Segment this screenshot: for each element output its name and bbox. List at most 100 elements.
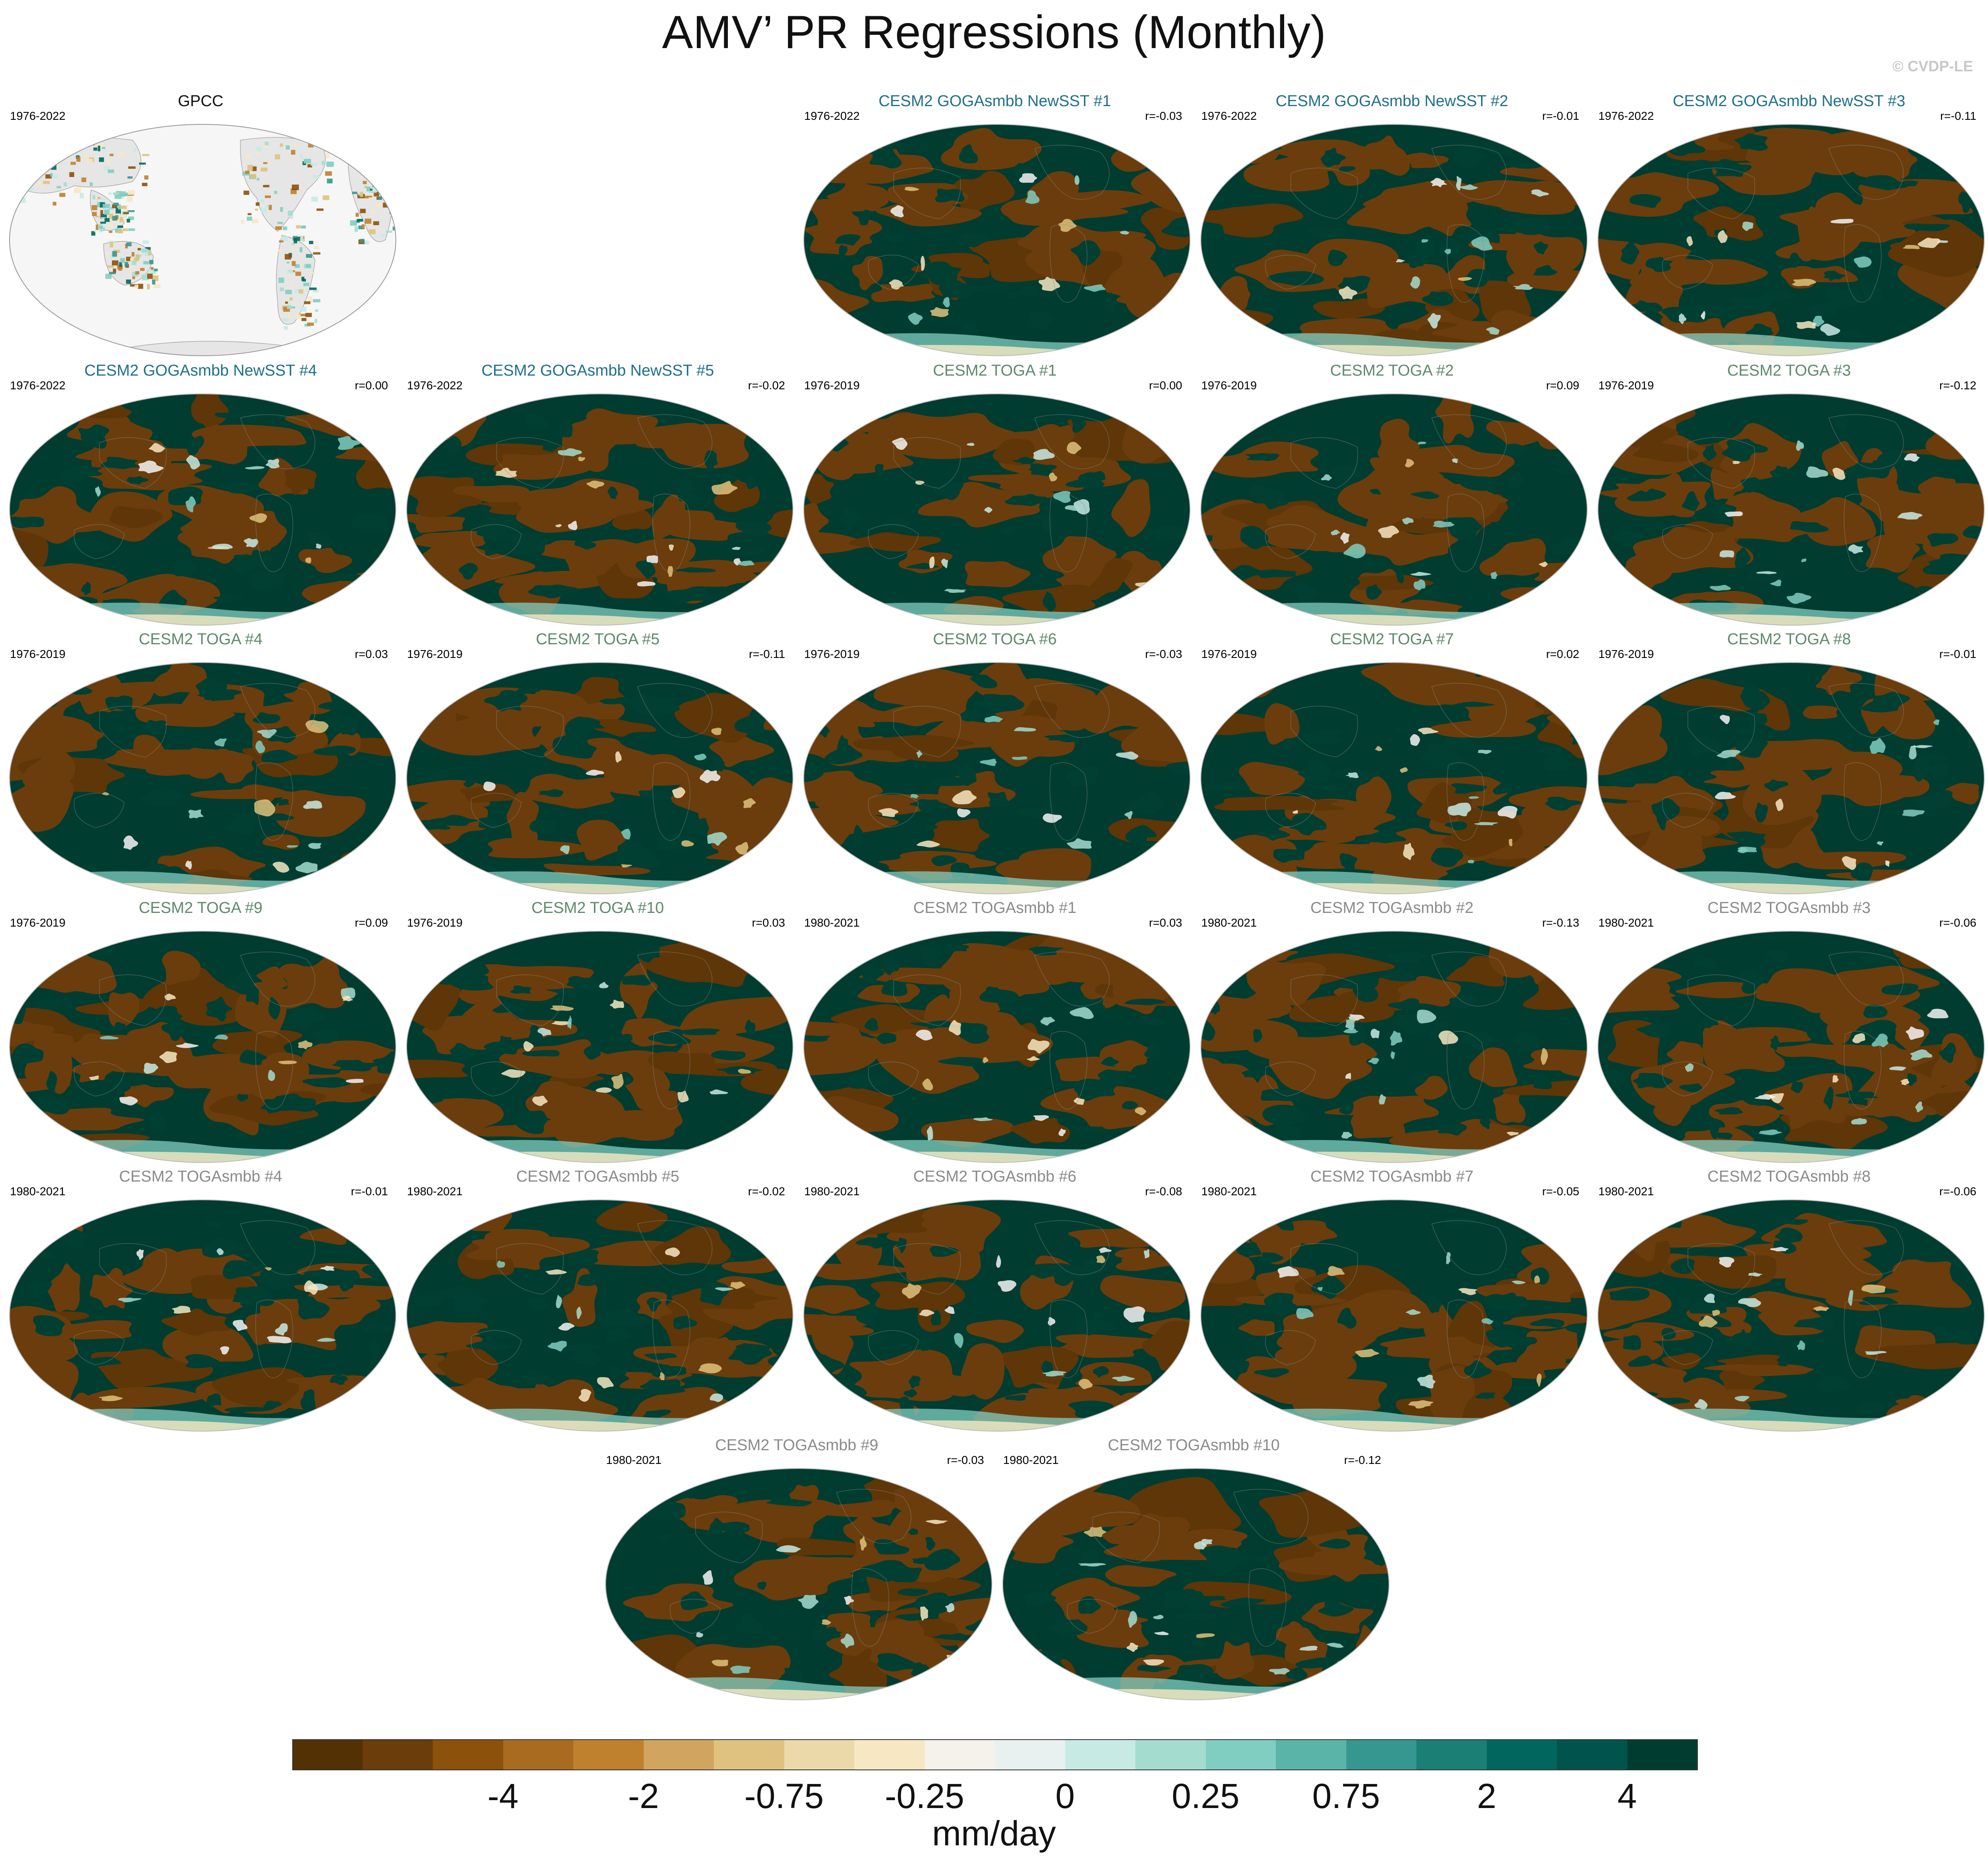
panel-period: 1976-2019 [804,379,860,392]
observed-precip-map [9,124,396,356]
map-panel: CESM2 GOGAsmbb NewSST #2 1976-2022 r=-0.01 [1195,91,1588,357]
model-precip-map [9,931,396,1163]
panel-correlation: r=-0.12 [1939,379,1977,392]
colorbar-tick-label: 0 [1055,1777,1075,1815]
colorbar-box [1416,1739,1487,1770]
colorbar-units: mm/day [932,1814,1056,1853]
map-panel: CESM2 TOGA #8 1976-2019 r=-0.01 [1593,629,1986,895]
panel-correlation: r=0.03 [354,648,388,660]
panel-title: CESM2 GOGAsmbb NewSST #1 [878,92,1111,110]
panel-period: 1976-2019 [10,648,65,660]
map-panel: CESM2 TOGAsmbb #9 1980-2021 r=-0.03 [600,1435,993,1701]
colorbar-box [1205,1739,1276,1770]
panel-title: CESM2 GOGAsmbb NewSST #2 [1275,92,1508,110]
panel-title: CESM2 TOGA #1 [933,362,1057,379]
panel-correlation: r=0.03 [752,916,785,929]
model-precip-map [9,662,396,894]
panel-title: CESM2 TOGA #4 [138,631,263,648]
model-precip-map [1002,1468,1389,1700]
panel-correlation: r=-0.05 [1542,1185,1580,1198]
panel-title: CESM2 TOGA #3 [1727,362,1851,379]
panel-title: CESM2 GOGAsmbb NewSST #5 [481,362,714,379]
panel-title: CESM2 TOGAsmbb #5 [516,1168,679,1185]
map-panel: CESM2 GOGAsmbb NewSST #4 1976-2022 r=0.00 [4,361,397,626]
panel-correlation: r=-0.06 [1939,1185,1977,1198]
model-precip-map [1200,662,1588,894]
model-precip-map [406,1199,793,1432]
panel-title: CESM2 TOGAsmbb #10 [1108,1437,1280,1454]
model-precip-map [1200,124,1588,356]
panel-period: 1976-2019 [407,648,463,660]
panel-title: CESM2 TOGAsmbb #6 [913,1168,1076,1185]
map-panel: GPCC 1976-2022 [4,91,397,357]
map-panel: CESM2 GOGAsmbb NewSST #1 1976-2022 r=-0.03 [798,91,1191,357]
panel-correlation: r=0.00 [1149,379,1182,392]
panel-correlation: r=0.09 [354,916,388,929]
map-panel: CESM2 TOGAsmbb #1 1980-2021 r=0.03 [798,898,1191,1163]
panel-correlation: r=-0.01 [351,1185,388,1198]
model-precip-map [803,393,1190,626]
panel-period: 1976-2019 [407,916,463,929]
panel-period: 1976-2022 [10,379,65,392]
panel-correlation: r=-0.08 [1145,1185,1183,1198]
panel-title: CESM2 TOGAsmbb #3 [1707,899,1871,917]
colorbar-box [1557,1739,1627,1770]
map-panel: CESM2 TOGAsmbb #7 1980-2021 r=-0.05 [1195,1167,1588,1432]
panel-period: 1976-2019 [10,916,65,929]
panel-correlation: r=-0.11 [1940,109,1976,122]
panel-period: 1980-2021 [10,1185,65,1198]
copyright-text: © CVDP-LE [1892,58,1973,75]
colorbar-box [573,1739,644,1770]
panel-title: CESM2 TOGAsmbb #2 [1310,899,1474,917]
map-panel: CESM2 TOGA #4 1976-2019 r=0.03 [4,629,397,895]
panel-correlation: r=-0.03 [947,1454,984,1466]
panel-title: GPCC [178,92,223,110]
panel-title: CESM2 TOGA #6 [933,631,1057,648]
panel-title: CESM2 TOGA #9 [138,899,263,917]
model-precip-map [1200,393,1588,626]
panel-correlation: r=-0.01 [1542,109,1580,122]
panel-title: CESM2 TOGAsmbb #4 [119,1168,282,1185]
panel-correlation: r=-0.02 [748,1185,786,1198]
map-panel: CESM2 TOGAsmbb #2 1980-2021 r=-0.13 [1195,898,1588,1163]
model-precip-map [406,931,793,1163]
panel-period: 1980-2021 [1598,916,1654,929]
panel-title: CESM2 TOGA #2 [1330,362,1454,379]
map-panel: CESM2 TOGA #9 1976-2019 r=0.09 [4,898,397,1163]
panel-period: 1976-2022 [10,109,65,122]
colorbar-box [503,1739,574,1770]
map-panel: CESM2 TOGAsmbb #6 1980-2021 r=-0.08 [798,1167,1191,1432]
panel-correlation: r=-0.02 [748,379,786,392]
panel-title: CESM2 TOGA #10 [531,899,664,917]
map-panel: CESM2 GOGAsmbb NewSST #5 1976-2022 r=-0.02 [401,361,794,626]
colorbar-tick-label: 4 [1617,1777,1637,1815]
panel-correlation: r=-0.13 [1542,916,1580,929]
panel-correlation: r=-0.12 [1344,1454,1382,1466]
panel-title: CESM2 TOGA #5 [536,631,660,648]
panel-period: 1976-2019 [1201,379,1257,392]
map-panel: CESM2 TOGAsmbb #10 1980-2021 r=-0.12 [997,1435,1390,1701]
colorbar-tick-label: -0.75 [744,1777,824,1815]
panel-title: CESM2 TOGAsmbb #1 [913,899,1076,917]
colorbar-tick-label: -2 [628,1777,659,1815]
colorbar-tick-label: 0.25 [1171,1777,1240,1815]
panel-title: CESM2 GOGAsmbb NewSST #3 [1673,92,1906,110]
map-panel: CESM2 TOGAsmbb #8 1980-2021 r=-0.06 [1593,1167,1986,1432]
model-precip-map [1598,1199,1985,1432]
panel-correlation: r=0.02 [1546,648,1579,660]
colorbar-box [1065,1739,1136,1770]
panel-period: 1980-2021 [1003,1454,1059,1466]
model-precip-map [1200,931,1588,1163]
panel-period: 1976-2019 [1201,648,1257,660]
figure-title: AMV’ PR Regressions (Monthly) [662,6,1326,58]
model-precip-map [803,931,1190,1163]
colorbar [292,1739,1698,1770]
panel-period: 1976-2019 [1598,648,1654,660]
panel-title: CESM2 TOGA #8 [1727,631,1851,648]
map-panel: CESM2 TOGAsmbb #5 1980-2021 r=-0.02 [401,1167,794,1432]
panel-correlation: r=-0.03 [1145,648,1183,660]
model-precip-map [406,662,793,894]
colorbar-box [784,1739,855,1770]
colorbar-tick-label: 0.75 [1312,1777,1380,1815]
panel-title: CESM2 TOGA #7 [1330,631,1454,648]
